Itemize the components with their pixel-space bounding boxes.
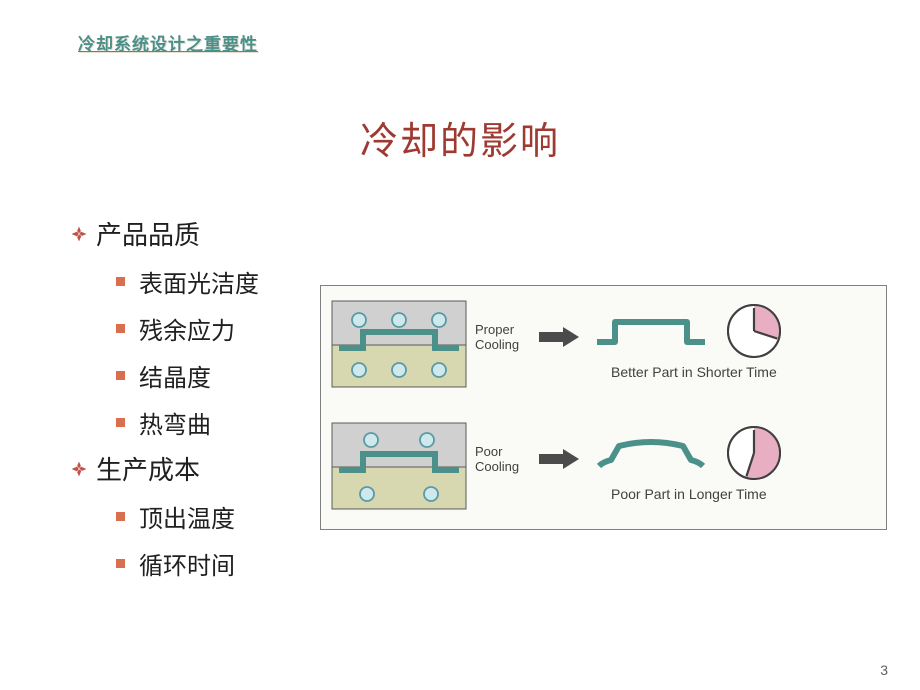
square-icon (116, 324, 125, 333)
fleuron-icon (70, 225, 88, 243)
bullet-level2: 顶出温度 (116, 499, 330, 534)
bullet-text: 热弯曲 (139, 405, 211, 440)
page-number: 3 (880, 662, 888, 678)
mold-icon (331, 300, 467, 388)
square-icon (116, 512, 125, 521)
square-icon (116, 277, 125, 286)
arrow-icon (537, 448, 581, 470)
square-icon (116, 559, 125, 568)
bullet-level1: 生产成本 (70, 450, 330, 487)
diagram-row: PoorCooling Poor Part in Longer Time (321, 408, 886, 530)
warped-part-icon (591, 430, 711, 472)
cooling-diagram: ProperCooling Better Part in Shorter Tim… (320, 285, 887, 530)
bullet-list: 产品品质 表面光洁度 残余应力 结晶度 热弯曲 生产成本 顶出温度 循环时间 (70, 205, 330, 581)
bullet-text: 顶出温度 (139, 499, 235, 534)
clock-icon (725, 302, 783, 360)
bullet-text: 循环时间 (139, 546, 235, 581)
bullet-text: 产品品质 (96, 215, 200, 252)
cooling-label: ProperCooling (475, 322, 519, 352)
header-link[interactable]: 冷却系统设计之重要性 (78, 30, 258, 55)
bullet-text: 生产成本 (96, 450, 200, 487)
diagram-caption: Better Part in Shorter Time (611, 364, 777, 380)
clock-icon (725, 424, 783, 482)
bullet-level1: 产品品质 (70, 215, 330, 252)
bullet-level2: 表面光洁度 (116, 264, 330, 299)
slide-title: 冷却的影响 (0, 110, 920, 165)
square-icon (116, 418, 125, 427)
diagram-caption: Poor Part in Longer Time (611, 486, 767, 502)
bullet-level2: 循环时间 (116, 546, 330, 581)
bullet-text: 表面光洁度 (139, 264, 259, 299)
mold-icon (331, 422, 467, 510)
square-icon (116, 371, 125, 380)
arrow-icon (537, 326, 581, 348)
bullet-text: 结晶度 (139, 358, 211, 393)
bullet-level2: 结晶度 (116, 358, 330, 393)
good-part-icon (591, 308, 711, 350)
bullet-level2: 残余应力 (116, 311, 330, 346)
fleuron-icon (70, 460, 88, 478)
diagram-row: ProperCooling Better Part in Shorter Tim… (321, 286, 886, 408)
bullet-level2: 热弯曲 (116, 405, 330, 440)
bullet-text: 残余应力 (139, 311, 235, 346)
cooling-label: PoorCooling (475, 444, 519, 474)
